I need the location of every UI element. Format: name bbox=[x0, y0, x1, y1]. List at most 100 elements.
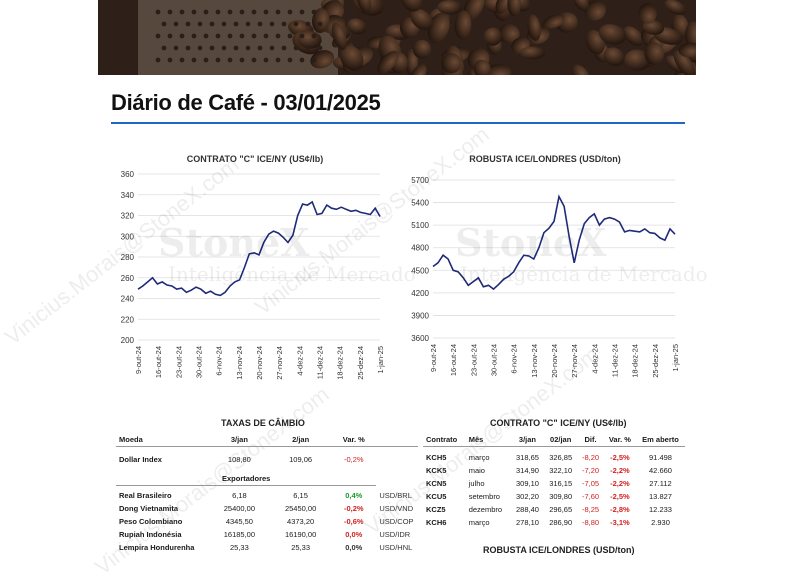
grinder-hole-shape bbox=[293, 45, 299, 51]
coffee-bean-shape bbox=[483, 27, 502, 46]
contract-cell-var: -2,2% bbox=[610, 478, 630, 488]
fx-header-var: Var. % bbox=[342, 435, 365, 444]
grinder-hole-shape bbox=[281, 21, 287, 27]
grinder-hole-shape bbox=[239, 9, 245, 15]
fx-row-pair: USD/HNL bbox=[379, 543, 413, 552]
contract-cell-open: 2.930 bbox=[651, 517, 670, 527]
contract-cell-dif: -7,05 bbox=[581, 478, 600, 488]
coffee-bean-shape bbox=[437, 0, 463, 15]
coffee-bean-shape bbox=[584, 0, 606, 21]
coffee-bean-shape bbox=[498, 23, 520, 44]
contract-cell-dif: -8,20 bbox=[581, 452, 600, 462]
grinder-hole-shape bbox=[155, 57, 161, 63]
contract-cell-code: KCN5 bbox=[426, 478, 447, 488]
grinder-hole-shape bbox=[209, 45, 215, 51]
coffee-bean-shape bbox=[598, 24, 627, 45]
contract-row: KCH5 março 318,65 326,85 -8,20 -2,5% 91.498 bbox=[423, 451, 685, 464]
grinder-hole-shape bbox=[287, 9, 293, 15]
grinder-hole-shape bbox=[185, 21, 191, 27]
x-tick-label: 11-dez-24 bbox=[611, 344, 620, 377]
x-tick-label: 20-nov-24 bbox=[550, 344, 559, 378]
fx-row-name: Lempira Hondurenha bbox=[119, 543, 195, 552]
fx-row-v1: 16185,00 bbox=[223, 530, 256, 539]
coffee-bean-shape bbox=[527, 14, 541, 41]
fx-row: Peso Colombiano 4345,50 4373,20 -0,6% USD/CO… bbox=[116, 515, 418, 528]
fx-header-d2: 2/jan bbox=[292, 435, 310, 444]
grinder-hole-shape bbox=[269, 45, 275, 51]
x-tick-label: 27-nov-24 bbox=[570, 344, 579, 378]
fx-row-name: Dong Vietnamita bbox=[119, 504, 179, 513]
fx-row: Lempira Hondurenha 25,33 25,33 0,0% USD/HNL bbox=[116, 541, 418, 554]
grinder-hole-shape bbox=[275, 33, 281, 39]
y-tick-label: 5100 bbox=[411, 221, 429, 230]
fx-row-name: Real Brasileiro bbox=[119, 491, 172, 500]
contract-cell-v1: 302,20 bbox=[515, 491, 539, 501]
grinder-hole-shape bbox=[275, 9, 281, 15]
grinder-hole-shape bbox=[287, 33, 293, 39]
x-tick-label: 30-out-24 bbox=[195, 346, 204, 378]
coffee-bean-shape bbox=[331, 22, 347, 50]
fx-row-name: Peso Colombiano bbox=[119, 517, 183, 526]
grinder-hole-shape bbox=[245, 45, 251, 51]
fx-index-v2: 109,06 bbox=[289, 454, 313, 464]
coffee-bean-shape bbox=[673, 50, 696, 75]
fx-table: Moeda 3/jan 2/jan Var. % Dollar Index 10… bbox=[116, 433, 418, 554]
contracts-header-open: Em aberto bbox=[642, 435, 679, 444]
fx-row-v1: 25400,00 bbox=[223, 504, 256, 513]
coffee-bean-shape bbox=[678, 42, 696, 58]
fx-row-v2: 25,33 bbox=[291, 543, 310, 552]
x-tick-label: 16-out-24 bbox=[449, 344, 458, 376]
fx-row-var: 0,0% bbox=[345, 543, 363, 552]
y-tick-label: 220 bbox=[121, 315, 135, 324]
contracts-title: CONTRATO "C" ICE/NY (US¢/lb) bbox=[490, 418, 627, 428]
contract-row: KCK5 maio 314,90 322,10 -7,20 -2,2% 42.660 bbox=[423, 464, 685, 477]
grinder-hole-shape bbox=[215, 9, 221, 15]
fx-row: Dong Vietnamita 25400,00 25450,00 -0,2% USD/… bbox=[116, 502, 418, 515]
grinder-hole-shape bbox=[161, 21, 167, 27]
y-tick-label: 4500 bbox=[411, 266, 429, 275]
x-tick-label: 23-out-24 bbox=[469, 344, 478, 376]
coffee-bean-shape bbox=[347, 18, 367, 35]
chart-arabica-title: CONTRATO "C" ICE/NY (US¢/lb) bbox=[186, 154, 324, 164]
contract-cell-month: dezembro bbox=[468, 504, 503, 514]
y-tick-label: 340 bbox=[121, 191, 135, 200]
grinder-hole-shape bbox=[191, 57, 197, 63]
x-tick-label: 25-dez-24 bbox=[356, 346, 365, 380]
contract-cell-open: 13.827 bbox=[649, 491, 672, 501]
fx-index-row: Dollar Index 108,80 109,06 -0,2% bbox=[116, 453, 418, 466]
chart-arabica: 200 220 240 260 280 300 320 340 360 9-out-24 16-ou… bbox=[121, 170, 385, 380]
contracts-header-month: Mês bbox=[468, 435, 484, 444]
fx-row-var: 0,4% bbox=[345, 491, 363, 500]
contract-cell-var: -2,5% bbox=[610, 491, 630, 501]
grinder-hole-shape bbox=[311, 33, 317, 39]
coffee-bean-shape bbox=[638, 3, 657, 24]
contract-cell-var: -3,1% bbox=[610, 517, 630, 527]
x-tick-label: 1-jan-25 bbox=[376, 346, 385, 374]
grinder-hole-shape bbox=[299, 33, 305, 39]
coffee-bean-shape bbox=[520, 46, 546, 60]
y-tick-label: 260 bbox=[121, 274, 135, 283]
grinder-hole-shape bbox=[167, 9, 173, 15]
fx-row-v1: 6,18 bbox=[232, 491, 247, 500]
grinder-hole-shape bbox=[299, 9, 305, 15]
contract-cell-dif: -8,80 bbox=[581, 517, 600, 527]
contract-row: KCN5 julho 309,10 316,15 -7,05 -2,2% 27.112 bbox=[423, 477, 685, 490]
contract-cell-var: -2,2% bbox=[610, 465, 630, 475]
contract-cell-month: julho bbox=[468, 478, 485, 488]
grinder-hole-shape bbox=[203, 57, 209, 63]
fx-row-var: 0,0% bbox=[345, 530, 363, 539]
contract-cell-month: setembro bbox=[468, 491, 500, 501]
grinder-hole-shape bbox=[233, 21, 239, 27]
series-line bbox=[137, 200, 381, 297]
x-tick-label: 16-out-24 bbox=[154, 346, 163, 378]
contract-cell-var: -2,8% bbox=[610, 504, 630, 514]
grinder-hole-shape bbox=[227, 57, 233, 63]
grinder-hole-shape bbox=[179, 57, 185, 63]
fx-title: TAXAS DE CÂMBIO bbox=[221, 418, 305, 428]
contract-cell-v1: 314,90 bbox=[515, 465, 539, 475]
contract-cell-v2: 286,90 bbox=[549, 517, 573, 527]
coffee-bean-shape bbox=[454, 10, 472, 40]
grinder-hole-shape bbox=[263, 57, 269, 63]
grinder-hole-shape bbox=[275, 57, 281, 63]
grinder-hole-shape bbox=[281, 45, 287, 51]
